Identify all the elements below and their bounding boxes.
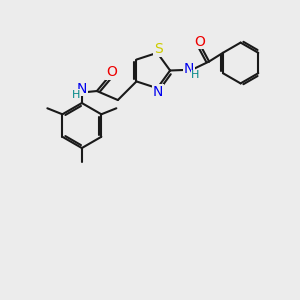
Text: N: N [77,82,87,96]
Text: O: O [106,65,117,79]
Text: H: H [72,90,80,100]
Text: N: N [184,62,194,76]
Text: S: S [154,42,163,56]
Text: N: N [153,85,163,99]
Text: O: O [195,35,206,49]
Text: H: H [191,70,200,80]
